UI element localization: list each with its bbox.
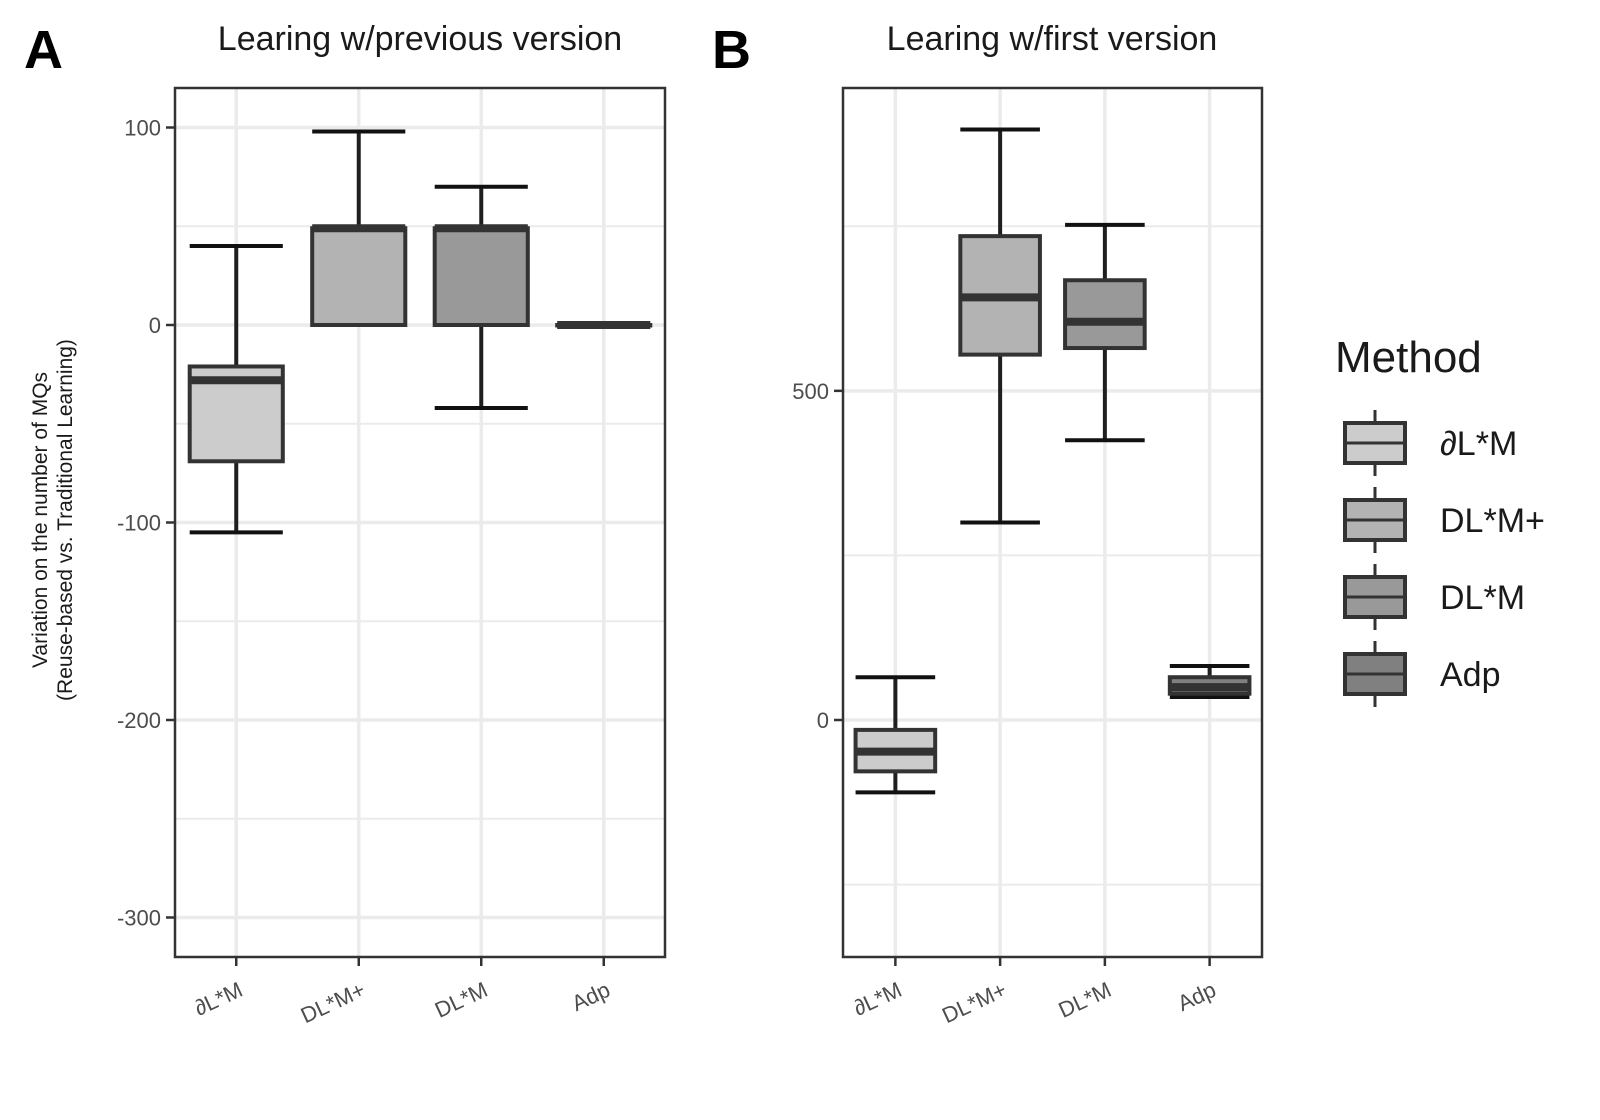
panel-b-title: Learing w/first version: [887, 20, 1218, 58]
panel-b-letter: B: [712, 20, 751, 80]
legend-items: ∂L*M DL*M+ DL*M Adp: [1343, 410, 1545, 707]
panel-a-box: [310, 226, 408, 328]
legend-title: Method: [1335, 333, 1482, 382]
panel-b-box: [1063, 278, 1147, 351]
panel-b-plot-area: [843, 88, 1262, 957]
panel-a: A Learing w/previous version Variation o…: [24, 20, 667, 1028]
panel-a-box: [432, 226, 530, 328]
legend-label: DL*M+: [1440, 502, 1545, 540]
legend-label: Adp: [1440, 656, 1501, 694]
panel-b-panel-border: [841, 86, 1264, 959]
panel-a-y-tick-label: 0: [149, 313, 161, 338]
panel-b-y-tick-label: 500: [792, 379, 829, 404]
panel-a-title: Learing w/previous version: [218, 20, 622, 58]
panel-a-y-tick-label: -100: [117, 511, 161, 536]
legend: Method ∂L*M DL*M+ DL*M Adp: [1335, 333, 1545, 707]
legend-label: ∂L*M: [1440, 425, 1517, 463]
panel-a-y-tick-label: -200: [117, 708, 161, 733]
legend-label: DL*M: [1440, 579, 1525, 617]
panel-a-ylabel-line1: Variation on the number of MQs: [29, 372, 52, 668]
panel-a-ylabel-line2: (Reuse-based vs. Traditional Learning): [54, 339, 77, 701]
panel-a-letter: A: [24, 20, 63, 80]
panel-a-y-tick-label: 100: [124, 116, 161, 141]
panel-b-y-tick-label: 0: [817, 708, 829, 733]
panel-a-panel-border: [173, 86, 667, 959]
panel-a-y-tick-label: -300: [117, 906, 161, 931]
